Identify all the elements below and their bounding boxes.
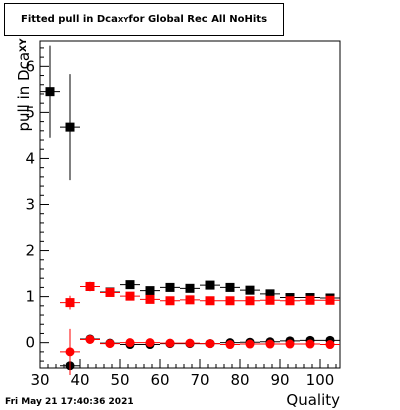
axis-ticks: 30 40 50 60 70 80 90 100 0 1 2 3 4 5 6 xyxy=(25,47,337,389)
timestamp: Fri May 21 17:40:36 2021 xyxy=(5,397,134,407)
data-point-square xyxy=(225,282,235,292)
x-tick-label: 80 xyxy=(230,371,249,389)
data-point-square xyxy=(125,280,135,290)
y-tick-label: 4 xyxy=(25,149,35,167)
y-axis-label-main: pull in Dca xyxy=(15,51,33,132)
x-tick-label: 50 xyxy=(110,371,129,389)
data-point-square xyxy=(245,285,255,295)
data-point-circle xyxy=(205,339,215,349)
y-tick-label: 6 xyxy=(25,57,35,75)
data-point-circle xyxy=(305,339,315,349)
chart-title-subscript: XY xyxy=(117,15,129,24)
y-tick-label: 3 xyxy=(25,196,35,214)
y-tick-label: 0 xyxy=(25,334,35,352)
x-tick-label: 70 xyxy=(190,371,209,389)
data-point-circle xyxy=(265,339,275,349)
data-point-square xyxy=(305,295,315,305)
x-tick-label: 60 xyxy=(150,371,169,389)
data-point-square xyxy=(45,87,55,97)
data-point-square xyxy=(65,122,75,132)
series-4 xyxy=(60,328,340,375)
data-point-circle xyxy=(125,338,135,348)
data-point-square xyxy=(265,295,275,305)
y-axis-label-sub: XY xyxy=(19,38,29,52)
chart-title-suffix: for Global Rec All NoHits xyxy=(128,14,268,25)
y-tick-label: 2 xyxy=(25,242,35,260)
x-tick-label: 90 xyxy=(270,371,289,389)
data-point-square xyxy=(145,286,155,296)
x-tick-label: 30 xyxy=(30,371,49,389)
x-tick-label: 40 xyxy=(70,371,89,389)
data-point-square xyxy=(165,296,175,306)
data-point-square xyxy=(85,281,95,291)
data-point-square xyxy=(185,295,195,305)
data-point-square xyxy=(65,298,75,308)
data-point-square xyxy=(205,280,215,290)
data-point-circle xyxy=(65,347,75,357)
x-tick-label: 100 xyxy=(306,371,335,389)
series-1 xyxy=(40,45,340,303)
data-point-circle xyxy=(225,340,235,350)
data-point-circle xyxy=(185,338,195,348)
data-point-circle xyxy=(245,339,255,349)
data-point-square xyxy=(225,296,235,306)
data-point-square xyxy=(205,296,215,306)
data-point-square xyxy=(245,296,255,306)
plot-frame xyxy=(39,40,341,369)
data-point-square xyxy=(285,296,295,306)
data-point-square xyxy=(325,295,335,305)
data-point-circle xyxy=(285,339,295,349)
data-point-square xyxy=(145,294,155,304)
chart-title: Fitted pull in Dca XY for Global Rec All … xyxy=(4,3,284,36)
data-point-square xyxy=(265,289,275,299)
data-markers xyxy=(40,45,340,375)
chart-title-prefix: Fitted pull in Dca xyxy=(21,14,118,25)
series-3 xyxy=(60,334,340,375)
data-point-square xyxy=(105,287,115,297)
data-point-circle xyxy=(105,339,115,349)
data-point-circle xyxy=(165,338,175,348)
series-2 xyxy=(60,281,340,310)
data-point-square xyxy=(185,283,195,293)
data-point-circle xyxy=(145,338,155,348)
data-point-circle xyxy=(325,340,335,350)
y-tick-label: 5 xyxy=(25,103,35,121)
y-tick-label: 1 xyxy=(25,288,35,306)
data-point-square xyxy=(125,291,135,301)
data-point-circle xyxy=(85,334,95,344)
x-axis-label: Quality xyxy=(286,391,340,409)
y-axis-label: pull in Dca XY xyxy=(14,38,34,131)
data-point-square xyxy=(165,282,175,292)
